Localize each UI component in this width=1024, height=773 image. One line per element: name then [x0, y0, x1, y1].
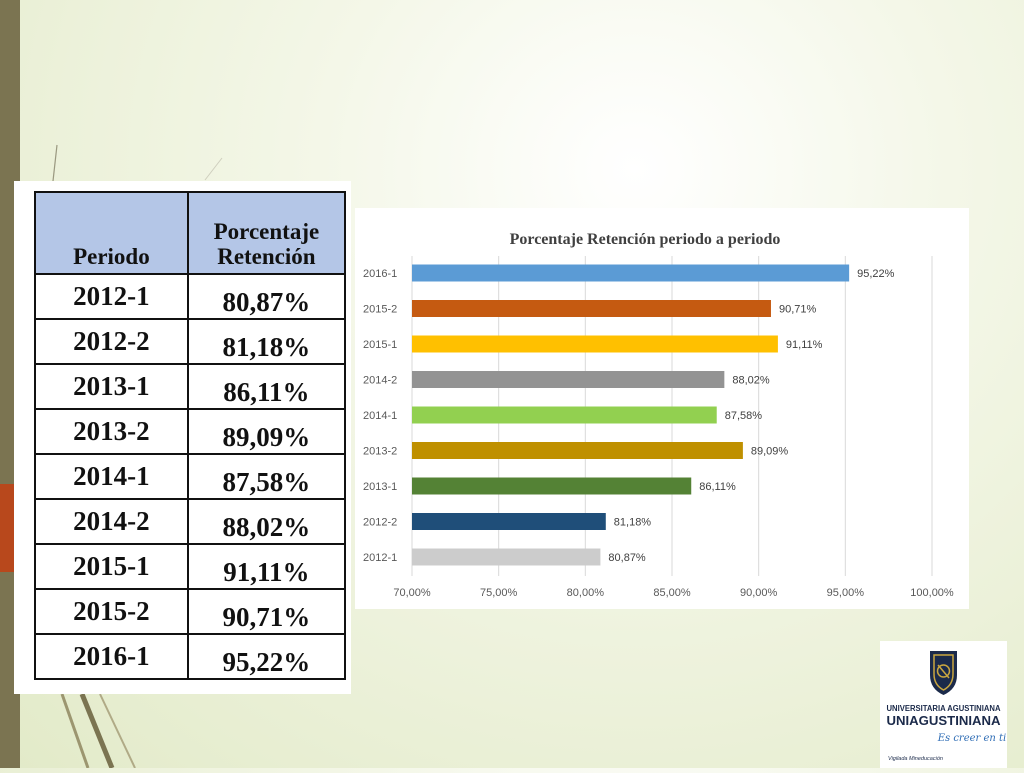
table-row: 2016-1 95,22% [34, 633, 347, 680]
bar [412, 406, 717, 424]
y-category-label: 2014-1 [363, 410, 397, 422]
table-row: 2012-2 81,18% [34, 318, 347, 365]
header-percent: Porcentaje Retención [186, 191, 347, 275]
bar [412, 548, 601, 566]
bar [412, 477, 692, 495]
y-category-label: 2012-2 [363, 517, 397, 529]
data-label: 95,22% [857, 268, 895, 280]
table-row: 2015-2 90,71% [34, 588, 347, 635]
retention-chart-panel: Porcentaje Retención periodo a periodo 2… [355, 208, 969, 609]
x-tick-label: 75,00% [480, 587, 518, 599]
logo-tagline: Es creer en ti [937, 733, 1007, 744]
logo-line1: UNIVERSITARIA AGUSTINIANA [887, 704, 1001, 713]
bar [412, 513, 606, 530]
retention-table: Periodo Porcentaje Retención 2012-1 80,87… [34, 191, 347, 680]
y-category-label: 2013-2 [363, 446, 397, 458]
x-tick-label: 100,00% [910, 587, 954, 599]
retention-bar-chart: Porcentaje Retención periodo a periodo 2… [363, 231, 954, 599]
y-category-label: 2015-2 [363, 304, 397, 316]
data-label: 90,71% [779, 304, 817, 316]
bar [412, 371, 725, 388]
y-category-label: 2016-1 [363, 268, 397, 280]
x-tick-label: 70,00% [393, 587, 431, 599]
bar [412, 335, 778, 353]
bar [412, 442, 743, 459]
university-logo: UNIVERSITARIA AGUSTINIANA UNIAGUSTINIANA… [880, 641, 1007, 768]
table-row: 2013-1 86,11% [34, 363, 347, 410]
data-label: 91,11% [786, 339, 823, 351]
y-category-label: 2013-1 [363, 481, 397, 493]
y-category-label: 2014-2 [363, 375, 397, 387]
left-accent-block [0, 484, 14, 572]
data-label: 87,58% [725, 410, 763, 422]
table-row: 2014-1 87,58% [34, 453, 347, 500]
y-category-label: 2012-1 [363, 552, 397, 564]
logo-line2: UNIAGUSTINIANA [887, 713, 1002, 728]
header-period: Periodo [34, 191, 189, 275]
data-label: 89,09% [751, 446, 789, 458]
bar [412, 264, 850, 282]
chart-title: Porcentaje Retención periodo a periodo [510, 231, 781, 248]
retention-table-panel: Periodo Porcentaje Retención 2012-1 80,87… [14, 181, 351, 694]
x-tick-label: 95,00% [827, 587, 865, 599]
bar [412, 300, 771, 317]
data-label: 88,02% [732, 375, 770, 387]
table-row: 2015-1 91,11% [34, 543, 347, 590]
table-row: 2014-2 88,02% [34, 498, 347, 545]
data-label: 80,87% [608, 552, 646, 564]
logo-footer: Vigilada Mineducación [888, 756, 943, 762]
data-label: 81,18% [614, 517, 652, 529]
table-row: 2013-2 89,09% [34, 408, 347, 455]
table-row: 2012-1 80,87% [34, 273, 347, 320]
x-tick-label: 80,00% [567, 587, 605, 599]
y-category-label: 2015-1 [363, 339, 397, 351]
x-tick-label: 85,00% [653, 587, 691, 599]
x-tick-label: 90,00% [740, 587, 778, 599]
data-label: 86,11% [699, 481, 736, 493]
